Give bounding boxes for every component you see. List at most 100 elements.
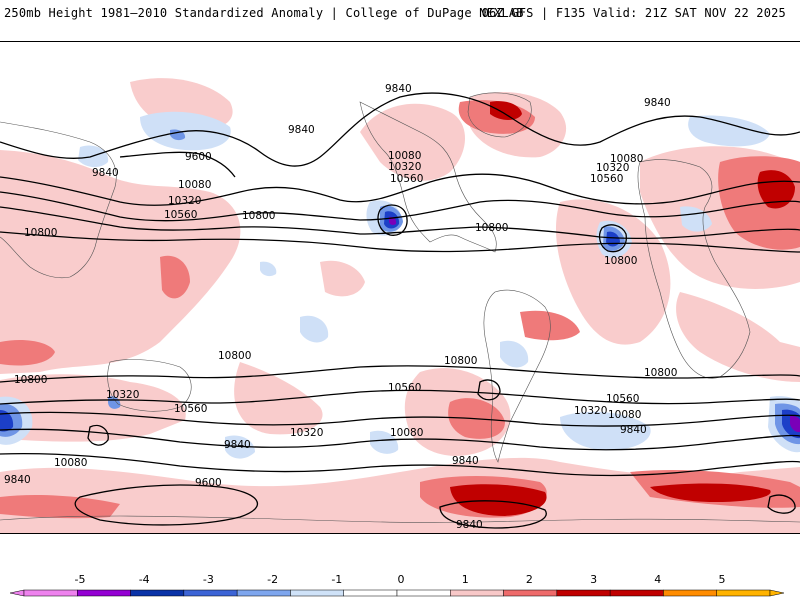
contour-label: 10800: [444, 355, 477, 367]
run-info: 06Z GFS | F135 Valid: 21Z SAT NOV 22 202…: [481, 6, 786, 20]
contour-label: 9600: [195, 477, 222, 489]
contour-label: 10080: [178, 179, 211, 191]
contour-label: 10800: [218, 350, 251, 362]
legend-bin: [343, 589, 398, 597]
legend-tick-label: 1: [462, 573, 469, 586]
contour-label: 10800: [14, 374, 47, 386]
contour-closed-low-southwest: [87, 424, 109, 446]
anom-pos-light: [320, 260, 365, 297]
anom-pos-strong: [650, 483, 771, 502]
legend-left-arrow: [9, 589, 25, 597]
coast-australia: [107, 359, 192, 412]
legend-tick-label: 3: [590, 573, 597, 586]
anom-pos-strong: [450, 484, 547, 516]
legend-bin: [450, 589, 504, 597]
contour-label: 10560: [606, 393, 639, 405]
legend-bin: [716, 589, 771, 597]
contour-label: 9840: [288, 124, 315, 136]
height-contours: [0, 92, 800, 529]
positive-anomaly-fills-strong: [450, 101, 795, 516]
anom-neg-light: [260, 261, 277, 277]
legend-tick-label: -1: [331, 573, 342, 586]
header-bar: 250mb Height 1981–2010 Standardized Anom…: [0, 0, 800, 24]
contour-label: 9840: [224, 439, 251, 451]
contour-closed-high-south: [477, 379, 501, 401]
contour-label: 10560: [388, 382, 421, 394]
coast-north-america: [359, 101, 497, 253]
contour-label: 9840: [644, 97, 671, 109]
contour-label: 10800: [24, 227, 57, 239]
contour-10800-south: [0, 365, 800, 383]
contour-label: 9840: [456, 519, 483, 531]
contour-label: 10800: [644, 367, 677, 379]
anom-pos-strong: [490, 101, 522, 120]
contour-10080-south: [0, 428, 800, 451]
coast-south-america: [483, 289, 551, 463]
contour-label: 10560: [390, 173, 423, 185]
contour-label: 9840: [385, 83, 412, 95]
contour-label: 10800: [475, 222, 508, 234]
contour-label: 9840: [4, 474, 31, 486]
anom-neg-strong: [389, 216, 397, 225]
anom-pos-mid: [0, 340, 55, 366]
coast-europe-africa: [637, 159, 751, 379]
contour-closed-low-pacific: [377, 204, 408, 236]
anom-pos-mid: [0, 494, 120, 519]
contour-10800-north: [0, 231, 800, 253]
anom-pos-strong: [757, 170, 795, 209]
contour-label: 10080: [390, 427, 423, 439]
anom-neg-strong: [790, 415, 800, 433]
legend-bin: [396, 589, 451, 597]
anom-neg-light: [370, 430, 399, 454]
contour-label: 10800: [242, 210, 275, 222]
legend-tick-label: -2: [267, 573, 278, 586]
contour-9840-south: [0, 452, 800, 477]
map-panel[interactable]: 9840 9840 9840 9840 9600 10080 10080 100…: [0, 41, 800, 534]
anom-neg-light: [300, 315, 329, 343]
legend-ticks: -5 -4 -3 -2 -1 0 1 2 3 4 5: [75, 573, 726, 586]
contour-label: 9840: [92, 167, 119, 179]
contour-10080-north: [0, 173, 800, 206]
legend-tick-label: -4: [139, 573, 150, 586]
legend-tick-label: 4: [654, 573, 661, 586]
legend-bin: [556, 589, 611, 597]
anom-neg-strong: [0, 410, 14, 432]
legend-tick-label: 0: [398, 573, 405, 586]
contour-label: 10320: [596, 162, 629, 174]
anom-pos-mid: [520, 310, 580, 341]
contour-label: 10080: [610, 153, 643, 165]
contour-label: 10080: [608, 409, 641, 421]
anomaly-map: 9840 9840 9840 9840 9600 10080 10080 100…: [0, 78, 800, 533]
contour-closed-ant: [439, 500, 547, 529]
anom-pos-light: [0, 374, 186, 442]
anom-neg-light: [688, 115, 770, 147]
contour-9600-north: [119, 151, 236, 178]
anom-neg-light: [500, 340, 529, 368]
contour-label: 10560: [590, 173, 623, 185]
contour-9600-south: [74, 484, 259, 526]
anom-neg-light: [560, 411, 651, 451]
contour-10320-south: [0, 411, 800, 427]
legend-bin: [609, 589, 664, 597]
color-legend: -5 -4 -3 -2 -1 0 1 2 3 4 5: [0, 562, 800, 600]
legend-tick-label: -3: [203, 573, 214, 586]
contour-label-layer: 9840 9840 9840 9840 9600 10080 10080 100…: [4, 83, 677, 531]
contour-9840-north: [0, 92, 800, 167]
legend-bin: [23, 589, 78, 597]
contour-10320-north: [0, 191, 800, 222]
anom-pos-light: [0, 457, 800, 533]
contour-label: 10320: [168, 195, 201, 207]
legend-bin: [503, 589, 558, 597]
legend-bins: [9, 589, 785, 597]
contour-closed-low-southeast: [767, 494, 796, 514]
legend-right-arrow: [769, 589, 785, 597]
contour-label: 10080: [54, 457, 87, 469]
contour-label: 10320: [388, 161, 421, 173]
contour-label: 10080: [388, 150, 421, 162]
anom-pos-light: [676, 292, 800, 382]
anom-pos-light: [360, 103, 465, 181]
contour-closed-low-atlantic: [598, 224, 627, 253]
contour-label: 10800: [604, 255, 637, 267]
legend-tick-label: 5: [719, 573, 726, 586]
contour-label: 10320: [290, 427, 323, 439]
